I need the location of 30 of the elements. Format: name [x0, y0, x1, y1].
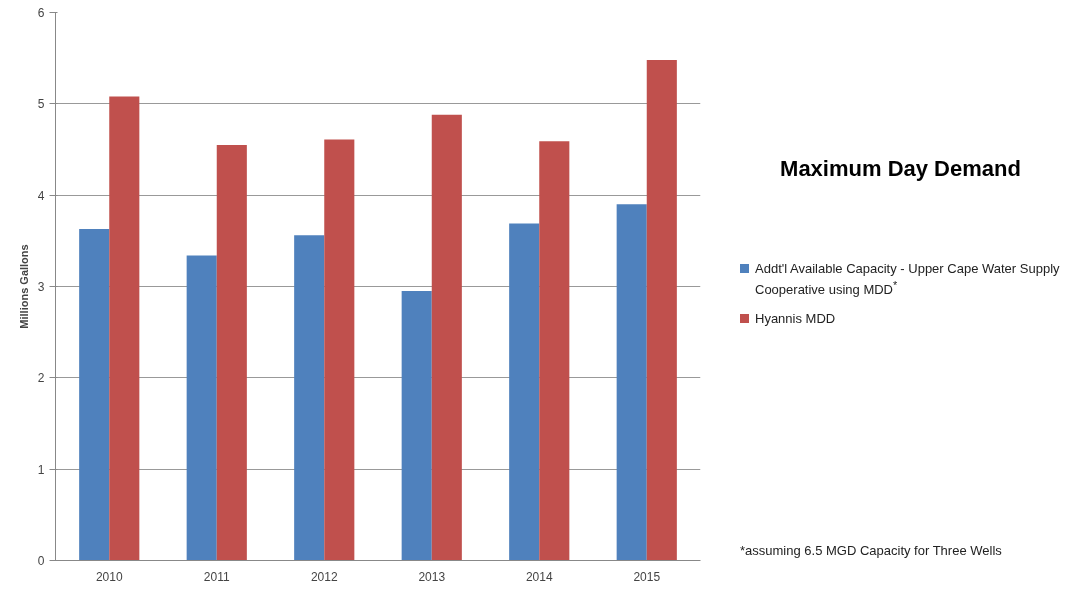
bar [186, 255, 217, 561]
y-tick-label: 2 [37, 371, 45, 386]
x-tick-label: 2014 [525, 569, 553, 584]
text: Maximum Day Demand [779, 155, 1022, 183]
y-tick-label: 1 [37, 462, 45, 477]
y-tick-label: 3 [37, 280, 45, 294]
bar [401, 291, 432, 561]
x-tick-label: 2015 [633, 569, 661, 584]
bar [509, 223, 540, 561]
x-tick-label: 2012 [310, 569, 338, 584]
legend-label: Addt'l Available Capacity - Upper Cape Water Supply Cooperative using MDD$^{*}$ [755, 260, 1061, 299]
y-tick-label: 0 [37, 554, 45, 568]
x-tick-label: 2010 [95, 569, 123, 584]
bar [616, 204, 647, 561]
legend-label: Hyannis MDD [755, 310, 836, 328]
x-tick-label: 2011 [203, 569, 230, 584]
bar [79, 228, 110, 561]
bar [324, 139, 355, 561]
y-axis-title: Millions Gallons [17, 244, 30, 329]
bar [646, 59, 677, 561]
y-tick-label: 4 [37, 188, 45, 203]
y-tick-label: 6 [37, 6, 45, 20]
bar [294, 235, 325, 561]
bar [109, 96, 140, 561]
bar [216, 144, 247, 561]
bar [431, 114, 462, 561]
text: *assuming 6.5 MGD Capacity for Three Wells [740, 542, 1002, 560]
y-tick-label: 5 [37, 97, 45, 112]
x-tick-label: 2013 [418, 569, 446, 584]
bar [539, 141, 570, 561]
